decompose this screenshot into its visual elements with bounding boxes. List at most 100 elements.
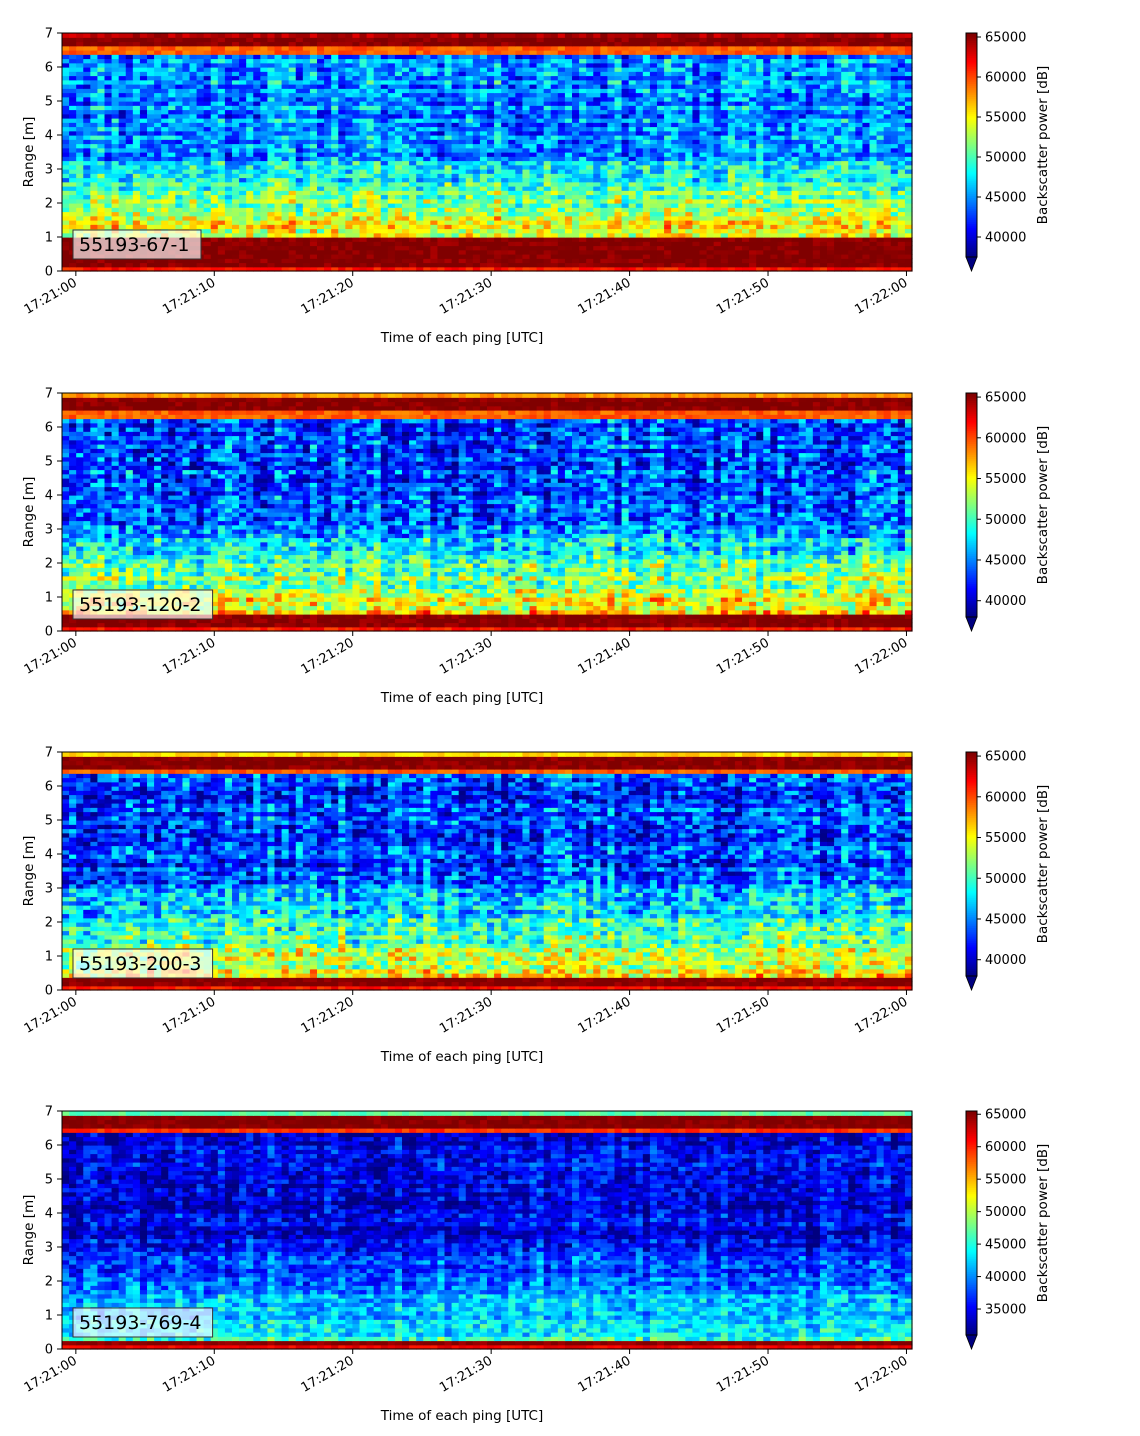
y-tick-label: 7 bbox=[45, 1105, 53, 1120]
x-tick-label: 17:21:50 bbox=[714, 275, 772, 317]
y-axis-label: Range [m] bbox=[21, 1195, 37, 1266]
colorbar-label: Backscatter power [dB] bbox=[1035, 1144, 1051, 1303]
colorbar-label: Backscatter power [dB] bbox=[1035, 66, 1051, 225]
panel-label: 55193-769-4 bbox=[73, 1308, 213, 1337]
colorbar-tick-label: 65000 bbox=[985, 750, 1026, 765]
y-tick-label: 6 bbox=[45, 61, 53, 76]
colorbar-tick-label: 45000 bbox=[985, 1238, 1026, 1253]
y-tick-label: 4 bbox=[45, 129, 53, 144]
y-tick-label: 2 bbox=[45, 1275, 53, 1290]
colorbar-tick-label: 35000 bbox=[985, 1303, 1026, 1318]
x-tick-label: 17:22:00 bbox=[852, 275, 910, 317]
x-tick-label: 17:22:00 bbox=[852, 1353, 910, 1395]
panel-label-text: 55193-200-3 bbox=[79, 953, 202, 975]
y-tick-label: 1 bbox=[45, 231, 53, 246]
colorbar-tick-label: 60000 bbox=[985, 71, 1026, 86]
x-tick-label: 17:21:40 bbox=[576, 1353, 634, 1395]
colorbar-label: Backscatter power [dB] bbox=[1035, 785, 1051, 944]
colorbar-extend-arrow bbox=[966, 257, 977, 271]
x-tick-label: 17:21:00 bbox=[22, 275, 80, 317]
y-tick-label: 6 bbox=[45, 1139, 53, 1154]
x-tick-label: 17:21:40 bbox=[576, 635, 634, 677]
panel-label: 55193-120-2 bbox=[73, 590, 213, 619]
x-tick-label: 17:21:20 bbox=[299, 635, 357, 677]
colorbar: 400004500050000550006000065000Backscatte… bbox=[966, 31, 1051, 272]
y-tick-label: 5 bbox=[45, 1173, 53, 1188]
panel-label: 55193-200-3 bbox=[73, 949, 213, 978]
colorbar-extend-arrow bbox=[966, 1335, 977, 1349]
y-tick-label: 6 bbox=[45, 780, 53, 795]
x-tick-label: 17:21:20 bbox=[299, 275, 357, 317]
y-tick-label: 7 bbox=[45, 746, 53, 761]
y-tick-label: 5 bbox=[45, 814, 53, 829]
colorbar-tick-label: 40000 bbox=[985, 594, 1026, 609]
x-tick-label: 17:21:50 bbox=[714, 1353, 772, 1395]
panel-label: 55193-67-1 bbox=[73, 230, 201, 259]
colorbar: 400004500050000550006000065000Backscatte… bbox=[966, 750, 1051, 990]
x-tick-label: 17:21:10 bbox=[160, 1353, 218, 1395]
x-tick-label: 17:21:50 bbox=[714, 635, 772, 677]
y-tick-label: 2 bbox=[45, 557, 53, 572]
x-tick-label: 17:21:40 bbox=[576, 994, 634, 1036]
colorbar-tick-label: 50000 bbox=[985, 1205, 1026, 1220]
x-tick-label: 17:21:20 bbox=[299, 994, 357, 1036]
colorbar-label: Backscatter power [dB] bbox=[1035, 426, 1051, 585]
colorbar-tick-label: 40000 bbox=[985, 1270, 1026, 1285]
x-tick-label: 17:21:30 bbox=[437, 275, 495, 317]
x-tick-label: 17:21:40 bbox=[576, 275, 634, 317]
y-tick-label: 1 bbox=[45, 1309, 53, 1324]
y-tick-label: 0 bbox=[45, 1343, 53, 1358]
x-tick-label: 17:21:10 bbox=[160, 994, 218, 1036]
colorbar-tick-label: 50000 bbox=[985, 151, 1026, 166]
y-tick-label: 5 bbox=[45, 95, 53, 110]
colorbar: 35000400004500050000550006000065000Backs… bbox=[966, 1108, 1051, 1349]
x-axis-label: Time of each ping [UTC] bbox=[380, 330, 544, 346]
x-tick-label: 17:21:20 bbox=[299, 1353, 357, 1395]
colorbar-extend-arrow bbox=[966, 976, 977, 990]
colorbar-tick-label: 55000 bbox=[985, 472, 1026, 487]
colorbar-tick-label: 50000 bbox=[985, 872, 1026, 887]
y-tick-label: 7 bbox=[45, 27, 53, 42]
y-tick-label: 4 bbox=[45, 1207, 53, 1222]
x-axis-label: Time of each ping [UTC] bbox=[380, 690, 544, 706]
y-tick-label: 7 bbox=[45, 387, 53, 402]
x-tick-label: 17:21:10 bbox=[160, 275, 218, 317]
y-tick-label: 3 bbox=[45, 163, 53, 178]
colorbar-tick-label: 45000 bbox=[985, 912, 1026, 927]
x-tick-label: 17:21:30 bbox=[437, 994, 495, 1036]
panel-label-text: 55193-67-1 bbox=[79, 234, 189, 256]
x-axis-label: Time of each ping [UTC] bbox=[380, 1049, 544, 1065]
x-axis-label: Time of each ping [UTC] bbox=[380, 1408, 544, 1424]
colorbar-tick-label: 60000 bbox=[985, 431, 1026, 446]
y-tick-label: 0 bbox=[45, 625, 53, 640]
x-tick-label: 17:21:10 bbox=[160, 635, 218, 677]
y-tick-label: 1 bbox=[45, 950, 53, 965]
x-tick-label: 17:21:30 bbox=[437, 1353, 495, 1395]
colorbar-extend-arrow bbox=[966, 617, 977, 631]
y-axis-label: Range [m] bbox=[21, 836, 37, 907]
x-tick-label: 17:21:00 bbox=[22, 1353, 80, 1395]
colorbar-tick-label: 45000 bbox=[985, 191, 1026, 206]
y-tick-label: 0 bbox=[45, 265, 53, 280]
colorbar-tick-label: 65000 bbox=[985, 31, 1026, 46]
y-tick-label: 2 bbox=[45, 916, 53, 931]
x-tick-label: 17:21:30 bbox=[437, 635, 495, 677]
x-tick-label: 17:22:00 bbox=[852, 635, 910, 677]
y-tick-label: 3 bbox=[45, 882, 53, 897]
y-tick-label: 0 bbox=[45, 984, 53, 999]
colorbar-tick-label: 50000 bbox=[985, 513, 1026, 528]
y-tick-label: 6 bbox=[45, 421, 53, 436]
panel-label-text: 55193-120-2 bbox=[79, 594, 202, 616]
colorbar-tick-label: 65000 bbox=[985, 391, 1026, 406]
colorbar-tick-label: 40000 bbox=[985, 231, 1026, 246]
y-tick-label: 4 bbox=[45, 489, 53, 504]
x-tick-label: 17:21:00 bbox=[22, 635, 80, 677]
x-tick-label: 17:21:50 bbox=[714, 994, 772, 1036]
colorbar-tick-label: 40000 bbox=[985, 953, 1026, 968]
y-tick-label: 5 bbox=[45, 455, 53, 470]
x-tick-label: 17:22:00 bbox=[852, 994, 910, 1036]
